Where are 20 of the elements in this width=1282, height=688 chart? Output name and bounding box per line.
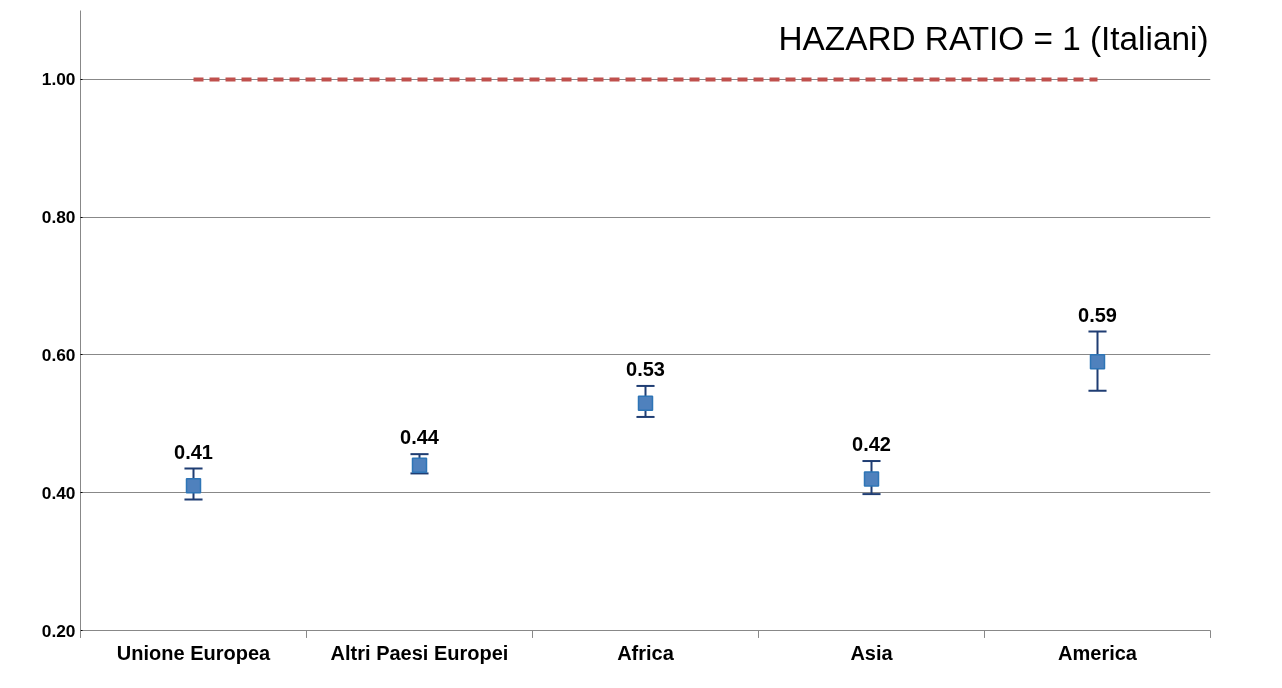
- x-tick-label: Unione Europea: [116, 641, 272, 664]
- y-tick-label: 0.20: [41, 620, 76, 641]
- point: [637, 395, 654, 411]
- x-tick-label: America: [1058, 641, 1138, 664]
- data-label: 0.53: [626, 357, 665, 380]
- point: [863, 471, 880, 487]
- data-label: 0.59: [1078, 303, 1117, 326]
- x-tick-label: Asia: [850, 641, 894, 664]
- x-tick-label: Africa: [617, 641, 675, 664]
- y-tick-label: 0.80: [41, 207, 76, 228]
- y-tick-label: 0.60: [41, 344, 76, 365]
- point: [185, 478, 202, 494]
- point: [1089, 354, 1106, 370]
- data-label: 0.44: [400, 426, 440, 449]
- y-tick-label: 0.40: [41, 482, 76, 503]
- x-tick-label: Altri Paesi Europei: [330, 641, 509, 664]
- data-label: 0.41: [174, 440, 213, 463]
- data-label: 0.42: [852, 433, 891, 456]
- y-tick-label: 1.00: [41, 69, 76, 90]
- ref-line-label: HAZARD RATIO = 1 (Italiani): [778, 20, 1209, 58]
